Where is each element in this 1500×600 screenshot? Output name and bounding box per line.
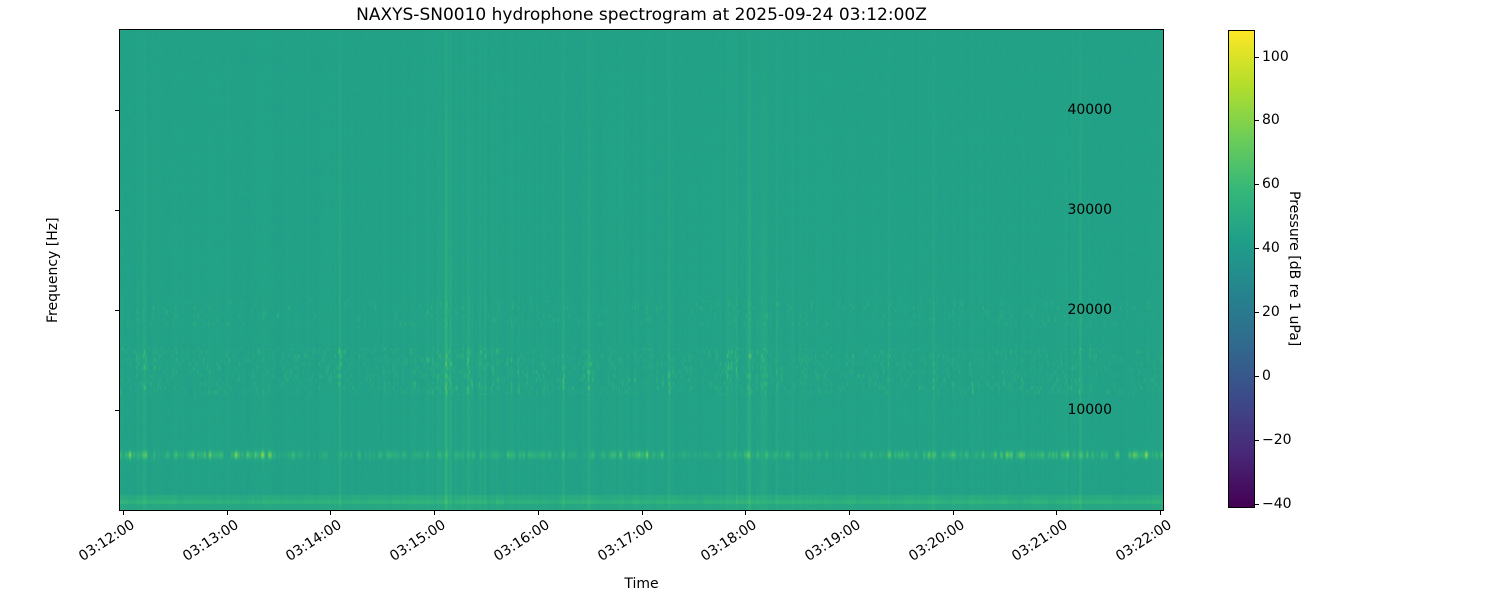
colorbar-tick-label: 60 [1262, 176, 1280, 192]
plot-frame [119, 29, 1164, 511]
x-tick-mark [1056, 511, 1057, 515]
x-tick-mark [434, 511, 435, 515]
x-tick-mark [642, 511, 643, 515]
x-tick-mark [123, 511, 124, 515]
spectrogram-image [120, 30, 1163, 510]
colorbar-tick-mark [1255, 376, 1259, 377]
x-tick-label: 03:22:00 [1113, 517, 1175, 565]
x-tick-label: 03:19:00 [802, 517, 864, 565]
x-tick-label: 03:15:00 [387, 517, 449, 565]
colorbar-tick-label: −20 [1262, 432, 1292, 448]
x-tick-label: 03:17:00 [595, 517, 657, 565]
plot-title: NAXYS-SN0010 hydrophone spectrogram at 2… [356, 5, 927, 25]
colorbar-label: Pressure [dB re 1 uPa] [1286, 191, 1302, 347]
y-tick-label: 40000 [1067, 102, 1112, 118]
colorbar-tick-label: 80 [1262, 112, 1280, 128]
colorbar-tick-label: 0 [1262, 368, 1271, 384]
colorbar-tick-label: 100 [1262, 49, 1289, 65]
y-tick-label: 30000 [1067, 202, 1112, 218]
x-tick-label: 03:14:00 [283, 517, 345, 565]
colorbar-tick-mark [1255, 312, 1259, 313]
x-axis-label: Time [624, 576, 659, 592]
y-tick-mark [115, 410, 119, 411]
colorbar-gradient [1229, 31, 1254, 507]
x-tick-mark [1160, 511, 1161, 515]
colorbar-tick-label: −40 [1262, 496, 1292, 512]
x-tick-mark [953, 511, 954, 515]
x-tick-label: 03:20:00 [906, 517, 968, 565]
colorbar-tick-mark [1255, 248, 1259, 249]
y-tick-mark [115, 210, 119, 211]
colorbar-frame [1228, 30, 1255, 508]
x-tick-label: 03:21:00 [1009, 517, 1071, 565]
y-tick-label: 10000 [1067, 402, 1112, 418]
x-tick-mark [538, 511, 539, 515]
y-axis-label: Frequency [Hz] [45, 217, 61, 323]
y-tick-mark [115, 310, 119, 311]
x-tick-mark [745, 511, 746, 515]
colorbar-tick-label: 20 [1262, 304, 1280, 320]
colorbar-tick-mark [1255, 57, 1259, 58]
x-tick-mark [227, 511, 228, 515]
x-tick-mark [330, 511, 331, 515]
y-tick-label: 20000 [1067, 302, 1112, 318]
colorbar-tick-mark [1255, 440, 1259, 441]
colorbar-tick-mark [1255, 120, 1259, 121]
x-tick-label: 03:18:00 [698, 517, 760, 565]
colorbar-tick-label: 40 [1262, 240, 1280, 256]
x-tick-label: 03:12:00 [76, 517, 138, 565]
x-tick-label: 03:16:00 [491, 517, 553, 565]
colorbar-tick-mark [1255, 184, 1259, 185]
colorbar-tick-mark [1255, 504, 1259, 505]
x-tick-mark [849, 511, 850, 515]
y-tick-mark [115, 110, 119, 111]
x-tick-label: 03:13:00 [180, 517, 242, 565]
